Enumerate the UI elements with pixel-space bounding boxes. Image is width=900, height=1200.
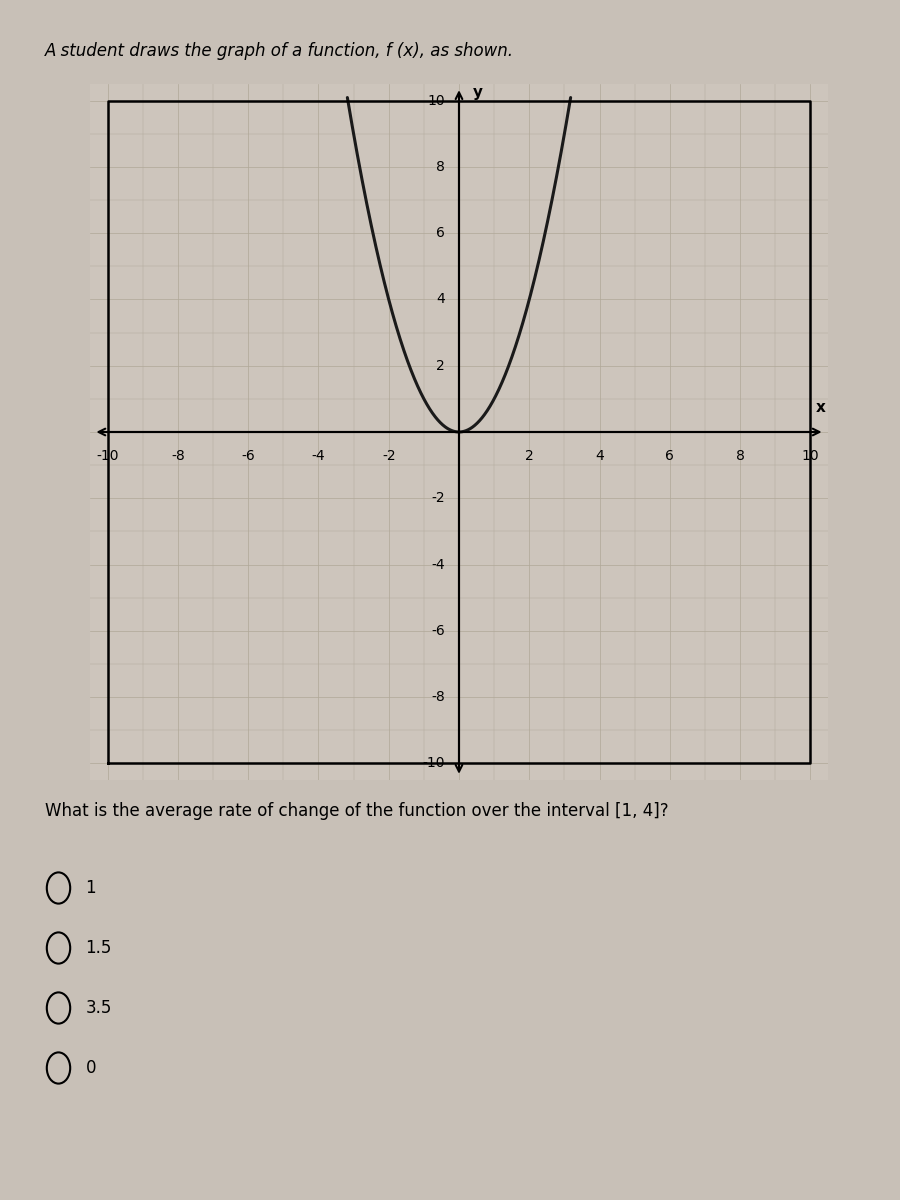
- Text: 8: 8: [735, 449, 744, 462]
- Text: 6: 6: [665, 449, 674, 462]
- Text: 1: 1: [86, 878, 96, 898]
- Text: 1.5: 1.5: [86, 938, 112, 958]
- Text: 8: 8: [436, 160, 445, 174]
- Text: -10: -10: [96, 449, 119, 462]
- Text: -8: -8: [171, 449, 184, 462]
- Text: 0: 0: [86, 1058, 96, 1078]
- Text: -8: -8: [431, 690, 445, 704]
- Text: 10: 10: [802, 449, 819, 462]
- Text: -4: -4: [311, 449, 325, 462]
- Text: What is the average rate of change of the function over the interval [1, 4]?: What is the average rate of change of th…: [45, 802, 669, 820]
- Text: 10: 10: [428, 94, 445, 108]
- Text: -10: -10: [422, 756, 445, 770]
- Text: 2: 2: [525, 449, 534, 462]
- Text: -2: -2: [431, 491, 445, 505]
- Text: 2: 2: [436, 359, 445, 373]
- Text: -6: -6: [241, 449, 255, 462]
- Text: y: y: [473, 85, 483, 100]
- Text: 6: 6: [436, 226, 445, 240]
- Text: -2: -2: [382, 449, 395, 462]
- Text: 4: 4: [595, 449, 604, 462]
- Text: 4: 4: [436, 293, 445, 306]
- Text: x: x: [816, 401, 826, 415]
- Text: A student draws the graph of a function, f (x), as shown.: A student draws the graph of a function,…: [45, 42, 514, 60]
- Text: -4: -4: [431, 558, 445, 571]
- Text: 3.5: 3.5: [86, 998, 112, 1018]
- Text: -6: -6: [431, 624, 445, 638]
